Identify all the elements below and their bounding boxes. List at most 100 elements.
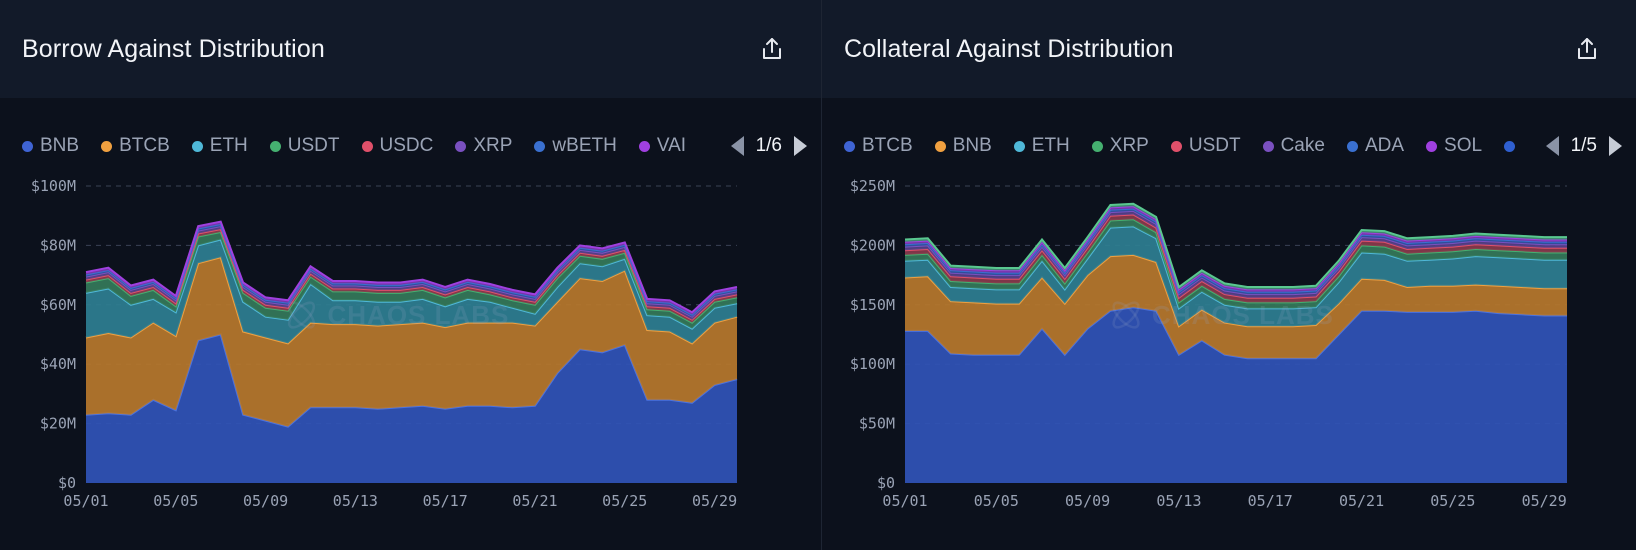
legend-dot-icon bbox=[269, 140, 281, 152]
legend-item-xrp[interactable]: XRP bbox=[455, 135, 512, 157]
legend-item-usdt[interactable]: USDT bbox=[1170, 135, 1241, 157]
legend-dot-icon bbox=[191, 140, 203, 152]
share-icon[interactable] bbox=[1572, 34, 1602, 64]
watermark-logo-icon bbox=[1112, 301, 1140, 329]
x-tick-label: 05/01 bbox=[63, 492, 108, 510]
collateral-chart: $0 $50M $100M $150M $200M $250M CHAOS LABS 05/0… bbox=[850, 177, 1567, 510]
series-area-xrp bbox=[905, 219, 1567, 309]
legend-dot-icon bbox=[1170, 140, 1182, 152]
panel-header: Collateral Against Distribution bbox=[822, 0, 1636, 98]
legend-item-bnb[interactable]: BNB bbox=[934, 135, 992, 157]
pager-prev-icon[interactable] bbox=[1545, 136, 1559, 156]
y-tick-label: $250M bbox=[850, 177, 895, 195]
watermark-text: CHAOS LABS bbox=[1152, 300, 1334, 330]
legend-dot-icon bbox=[1346, 140, 1358, 152]
watermark: CHAOS LABS bbox=[287, 300, 510, 330]
y-tick-label: $0 bbox=[58, 474, 76, 492]
legend-item-btcb[interactable]: BTCB bbox=[101, 135, 170, 157]
legend-dot-icon bbox=[1262, 140, 1274, 152]
legend-label: ETH bbox=[209, 135, 248, 156]
legend-label: Cake bbox=[1280, 135, 1325, 156]
legend-item-btcb[interactable]: BTCB bbox=[844, 135, 913, 157]
legend-label: SOL bbox=[1444, 135, 1483, 156]
legend-dot-icon bbox=[1426, 140, 1438, 152]
panel-header: Borrow Against Distribution bbox=[0, 0, 821, 98]
collateral-panel: Collateral Against Distribution BTCB BNB E… bbox=[821, 0, 1636, 550]
legend-label: ADA bbox=[1364, 135, 1405, 156]
legend-dot-icon bbox=[844, 140, 855, 152]
x-tick-label: 05/21 bbox=[1339, 492, 1384, 510]
legend-pager: 1/5 bbox=[1545, 135, 1622, 157]
pager-label: 1/6 bbox=[755, 135, 782, 156]
series-line-vai bbox=[85, 220, 738, 314]
y-tick-label: $50M bbox=[859, 415, 895, 433]
legend-items: BTCB BNB ETH XRP USDT Cake ADA SOL bbox=[844, 135, 1546, 157]
watermark: CHAOS LABS bbox=[1112, 300, 1334, 330]
x-tick-label: 05/25 bbox=[602, 492, 647, 510]
x-tick-label: 05/13 bbox=[333, 492, 378, 510]
panel-title: Borrow Against Distribution bbox=[22, 34, 325, 63]
legend-label: BNB bbox=[952, 135, 992, 156]
pager-label: 1/5 bbox=[1570, 135, 1597, 156]
y-tick-label: $20M bbox=[40, 415, 76, 433]
series-area-usdt bbox=[86, 232, 737, 329]
series-area-btcb bbox=[905, 307, 1567, 483]
x-tick-label: 05/13 bbox=[1156, 492, 1201, 510]
legend-dot-icon bbox=[455, 140, 467, 152]
legend-dot-icon bbox=[22, 140, 33, 152]
x-tick-label: 05/17 bbox=[1248, 492, 1293, 510]
legend-item-xrp[interactable]: XRP bbox=[1091, 135, 1149, 157]
legend-item-cake[interactable]: Cake bbox=[1262, 135, 1325, 157]
watermark-logo-icon bbox=[287, 301, 316, 329]
legend-label: BTCB bbox=[119, 135, 170, 156]
series-area-cake bbox=[905, 210, 1567, 298]
pager-next-icon[interactable] bbox=[1609, 136, 1622, 156]
x-tick-label: 05/05 bbox=[153, 492, 198, 510]
legend-item-eth[interactable]: ETH bbox=[191, 135, 248, 157]
series-area-eth bbox=[905, 226, 1567, 327]
pager-next-icon[interactable] bbox=[794, 136, 807, 156]
legend-label: USDT bbox=[287, 135, 340, 156]
legend-item-more[interactable] bbox=[1504, 140, 1522, 152]
legend-label: USDC bbox=[379, 135, 434, 156]
series-area-eth bbox=[86, 239, 737, 344]
x-tick-label: 05/29 bbox=[1522, 492, 1567, 510]
legend-label: ETH bbox=[1031, 135, 1070, 156]
chart-legend: BNB BTCB ETH USDT USDC XRP wBETH VAI 1/6 bbox=[22, 131, 807, 161]
series-area-bnb bbox=[905, 254, 1567, 359]
legend-item-usdt[interactable]: USDT bbox=[269, 135, 340, 157]
share-icon[interactable] bbox=[757, 34, 787, 64]
x-tick-label: 05/05 bbox=[974, 492, 1019, 510]
legend-dot-icon bbox=[1091, 140, 1103, 152]
x-tick-label: 05/29 bbox=[692, 492, 737, 510]
borrow-chart: $0 $20M $40M $60M $80M $100M CHAOS LABS 05/01 05… bbox=[31, 177, 738, 510]
legend-label: wBETH bbox=[552, 135, 617, 156]
legend-label: USDT bbox=[1188, 135, 1241, 156]
watermark-text: CHAOS LABS bbox=[328, 300, 510, 330]
pager-prev-icon[interactable] bbox=[730, 136, 744, 156]
watermark-logo-icon bbox=[1112, 301, 1140, 329]
legend-item-sol[interactable]: SOL bbox=[1426, 135, 1482, 157]
series-line-other bbox=[904, 202, 1567, 289]
legend-dot-icon bbox=[934, 140, 946, 152]
x-tick-label: 05/25 bbox=[1430, 492, 1475, 510]
y-tick-label: $100M bbox=[850, 355, 895, 373]
x-tick-label: 05/09 bbox=[1065, 492, 1110, 510]
legend-dot-icon bbox=[361, 140, 373, 152]
y-tick-label: $150M bbox=[850, 296, 895, 314]
legend-item-ada[interactable]: ADA bbox=[1346, 135, 1405, 157]
legend-item-vai[interactable]: VAI bbox=[638, 135, 686, 157]
legend-item-eth[interactable]: ETH bbox=[1013, 135, 1070, 157]
legend-label: XRP bbox=[473, 135, 513, 156]
x-tick-label: 05/09 bbox=[243, 492, 288, 510]
y-tick-label: $200M bbox=[850, 236, 895, 254]
y-tick-label: $60M bbox=[40, 296, 76, 314]
y-tick-label: $40M bbox=[40, 355, 76, 373]
legend-pager: 1/6 bbox=[730, 135, 807, 157]
legend-item-usdc[interactable]: USDC bbox=[361, 135, 434, 157]
legend-item-bnb[interactable]: BNB bbox=[22, 135, 79, 157]
legend-item-wbeth[interactable]: wBETH bbox=[534, 135, 617, 157]
y-tick-label: $0 bbox=[877, 474, 895, 492]
watermark-logo-icon bbox=[287, 301, 316, 329]
series-area-bnb bbox=[86, 334, 737, 483]
